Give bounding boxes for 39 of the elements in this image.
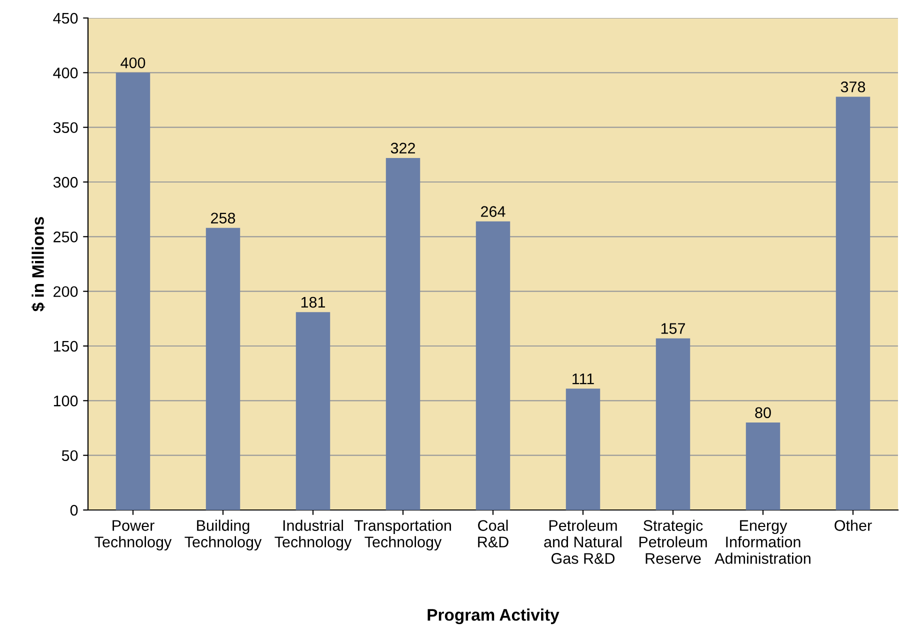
y-tick-label: 300 [53, 176, 78, 188]
data-label: 264 [481, 206, 506, 217]
x-tick-label: Petroleum and Natural Gas R&D [544, 520, 622, 564]
y-tick-label: 50 [62, 450, 78, 462]
bar [836, 96, 870, 510]
x-tick-label: Energy Information Administration [714, 520, 810, 564]
data-label: 322 [390, 142, 415, 154]
y-tick-label: 350 [53, 122, 78, 134]
data-label: 157 [661, 323, 685, 334]
bar [656, 338, 690, 510]
data-label: 400 [120, 57, 146, 68]
data-label: 80 [755, 407, 771, 418]
y-axis-title: $ in Millions [31, 216, 46, 312]
y-tick-label: 400 [53, 68, 78, 78]
x-tick-label: Strategic Petroleum Reserve [639, 520, 707, 564]
y-tick-label: 250 [54, 232, 78, 242]
x-tick-label: Power Technology [94, 520, 172, 550]
x-tick-label: Industrial Technology [274, 520, 352, 550]
x-tick-label: Transportation Technology [354, 520, 451, 550]
y-tick-label: 450 [53, 12, 78, 24]
y-tick-label: 0 [70, 504, 78, 516]
bar [386, 158, 420, 510]
x-tick-label: Coal R&D [478, 520, 508, 548]
bar [116, 72, 150, 510]
bar [746, 422, 780, 510]
data-label: 111 [572, 374, 594, 384]
bar [206, 228, 240, 510]
y-tick-label: 150 [54, 340, 78, 352]
bar [566, 388, 600, 510]
data-label: 258 [211, 212, 236, 224]
bar [476, 221, 510, 510]
data-label: 181 [301, 296, 325, 308]
x-tick-label: Building Technology [184, 520, 262, 550]
y-tick-label: 100 [54, 396, 78, 406]
y-tick-label: 200 [54, 286, 78, 298]
x-tick-label: Other [834, 520, 872, 531]
data-label: 378 [840, 81, 866, 92]
bar [296, 312, 330, 510]
x-axis-title: Program Activity [428, 608, 560, 624]
